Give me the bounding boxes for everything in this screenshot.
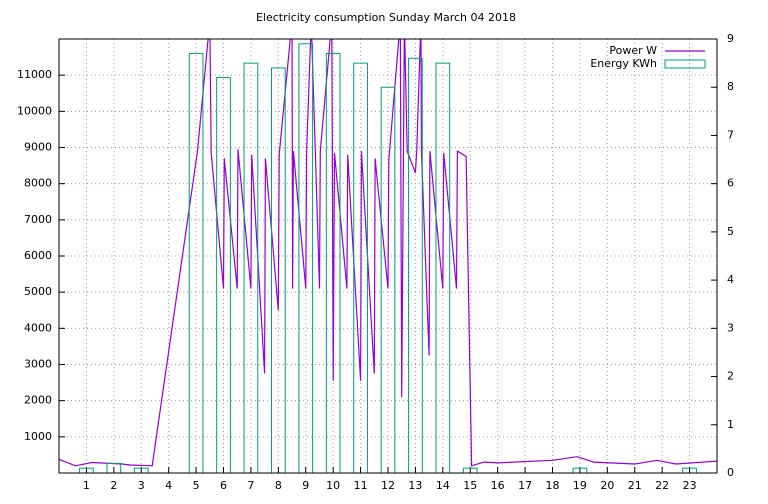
legend-swatch [664, 59, 706, 69]
x-tick-label: 2 [110, 479, 117, 492]
x-tick-label: 9 [302, 479, 309, 492]
chart-title: Electricity consumption Sunday March 04 … [256, 11, 516, 24]
y2-tick-label: 3 [727, 321, 734, 334]
x-tick-label: 3 [138, 479, 145, 492]
x-tick-label: 19 [573, 479, 587, 492]
x-tick-label: 4 [165, 479, 172, 492]
x-tick-label: 13 [408, 479, 422, 492]
y-tick-label: 5000 [24, 285, 52, 298]
y2-tick-label: 6 [727, 177, 734, 190]
x-tick-label: 7 [247, 479, 254, 492]
y-tick-label: 3000 [24, 358, 52, 371]
y-tick-label: 7000 [24, 213, 52, 226]
legend-label: Power W [609, 44, 657, 57]
x-tick-label: 15 [463, 479, 477, 492]
y2-tick-label: 7 [727, 128, 734, 141]
x-tick-label: 14 [436, 479, 450, 492]
x-tick-label: 16 [491, 479, 505, 492]
y2-tick-label: 4 [727, 273, 734, 286]
x-tick-label: 23 [683, 479, 697, 492]
x-tick-label: 5 [193, 479, 200, 492]
y-tick-label: 9000 [24, 141, 52, 154]
y-tick-label: 1000 [24, 430, 52, 443]
y2-tick-label: 9 [727, 32, 734, 45]
y2-tick-label: 0 [727, 466, 734, 479]
y-tick-label: 8000 [24, 177, 52, 190]
x-tick-label: 20 [600, 479, 614, 492]
plot-border [58, 38, 718, 474]
x-tick-label: 17 [518, 479, 532, 492]
y-tick-label: 2000 [24, 394, 52, 407]
y2-tick-label: 1 [727, 418, 734, 431]
energy-box [270, 67, 286, 473]
x-tick-label: 1 [83, 479, 90, 492]
x-tick-label: 10 [326, 479, 340, 492]
x-tick-label: 12 [381, 479, 395, 492]
y2-tick-label: 8 [727, 80, 734, 93]
x-tick-label: 18 [546, 479, 560, 492]
y-tick-label: 6000 [24, 249, 52, 262]
y-tick-label: 4000 [24, 321, 52, 334]
x-tick-label: 22 [655, 479, 669, 492]
y2-tick-label: 5 [727, 225, 734, 238]
y2-tick-label: 2 [727, 370, 734, 383]
energy-box [106, 462, 122, 473]
y-tick-label: 10000 [17, 104, 52, 117]
x-tick-label: 11 [354, 479, 368, 492]
x-tick-label: 21 [628, 479, 642, 492]
energy-box [408, 57, 423, 473]
x-tick-label: 8 [275, 479, 282, 492]
x-tick-label: 6 [220, 479, 227, 492]
y-tick-label: 11000 [17, 68, 52, 81]
legend-label: Energy KWh [590, 57, 657, 70]
